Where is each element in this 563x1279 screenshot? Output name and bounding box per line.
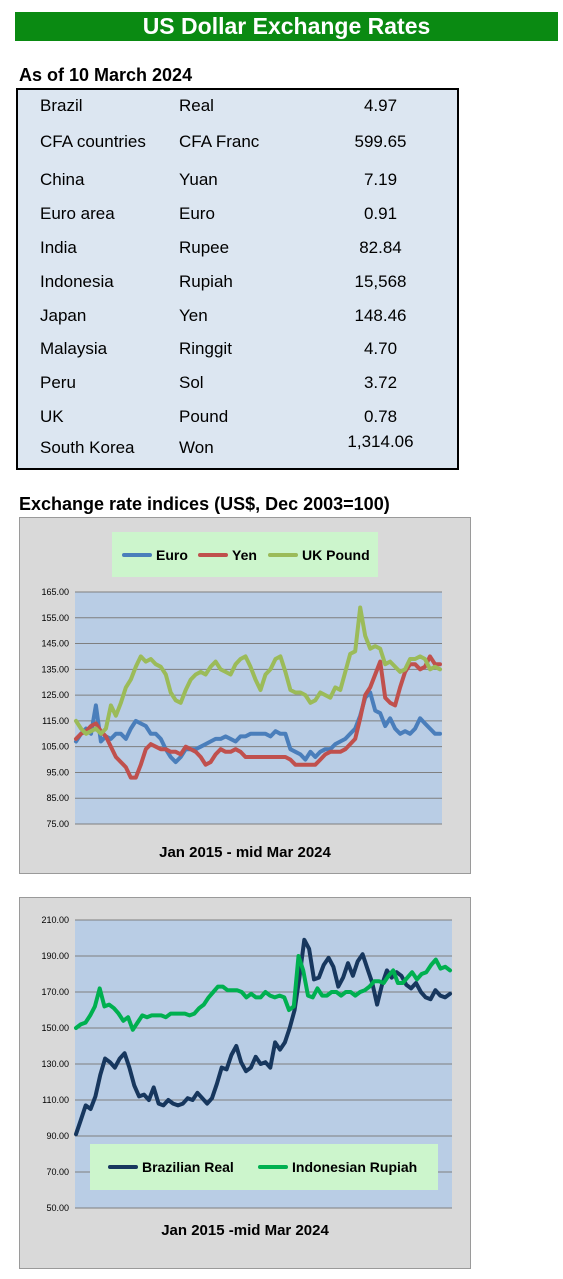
legend-swatch-indonesian-rupiah	[258, 1165, 288, 1169]
rate-country: Japan	[40, 306, 87, 325]
legend-item-indonesian-rupiah: Indonesian Rupiah	[258, 1144, 417, 1190]
rate-country: Brazil	[40, 96, 83, 115]
y-tick-label: 95.00	[46, 767, 69, 777]
legend-swatch-euro	[122, 552, 152, 557]
y-tick-label: 50.00	[46, 1203, 69, 1213]
rate-value: 148.46	[354, 306, 407, 325]
rate-value: 0.91	[363, 204, 398, 223]
rate-value: 15,568	[354, 272, 407, 291]
rate-row: China Yuan 7.19	[18, 170, 457, 198]
y-tick-label: 130.00	[41, 1059, 69, 1069]
chart-1-svg: 75.00 85.00 95.00 105.00 115.00 125.00 135.00 1…	[41, 587, 442, 829]
rate-row: South Korea Won 1,314.06	[18, 432, 457, 466]
chart-1-x-axis-label: Jan 2015 - mid Mar 2024	[159, 844, 331, 861]
rate-row: CFA countries CFA Franc 599.65	[18, 132, 457, 160]
rate-currency: Pound	[179, 407, 229, 426]
legend-label-uk-pound: UK Pound	[302, 546, 370, 563]
y-tick-label: 125.00	[41, 690, 69, 700]
y-tick-label: 85.00	[46, 793, 69, 803]
rate-row: Peru Sol 3.72	[18, 373, 457, 401]
legend-swatch-brazilian-real	[108, 1165, 138, 1169]
chart-euro-yen-pound: 75.00 85.00 95.00 105.00 115.00 125.00 135.00 1…	[19, 517, 471, 874]
y-tick-label: 145.00	[41, 639, 69, 649]
rate-row: Malaysia Ringgit 4.70	[18, 339, 457, 367]
rate-country: Malaysia	[40, 339, 108, 358]
legend-item-uk-pound: UK Pound	[268, 532, 370, 577]
rate-value: 3.72	[363, 373, 398, 392]
rate-currency: Won	[179, 438, 214, 457]
rate-row: Brazil Real 4.97	[18, 96, 457, 124]
chart-2-legend: Brazilian Real Indonesian Rupiah	[90, 1144, 438, 1190]
chart-real-rupiah: 50.00 70.00 90.00 110.00 130.00 150.00 170.00 1…	[19, 897, 471, 1269]
rate-currency: Ringgit	[179, 339, 232, 358]
y-tick-label: 105.00	[41, 742, 69, 752]
rate-row: UK Pound 0.78	[18, 407, 457, 435]
rate-country: South Korea	[40, 438, 135, 457]
rate-currency: Yuan	[179, 170, 218, 189]
legend-swatch-yen	[198, 552, 228, 557]
rate-country: Peru	[40, 373, 76, 392]
chart-2-x-axis-label: Jan 2015 -mid Mar 2024	[161, 1222, 329, 1239]
rate-value: 82.84	[359, 238, 402, 257]
y-tick-label: 110.00	[42, 1095, 69, 1105]
legend-label-brazilian-real: Brazilian Real	[142, 1159, 234, 1175]
rate-country: China	[40, 170, 85, 189]
y-tick-label: 165.00	[41, 587, 69, 597]
y-tick-label: 170.00	[41, 987, 69, 997]
rate-value: 1,314.06	[347, 432, 414, 451]
y-tick-label: 90.00	[46, 1131, 69, 1141]
rate-row: Indonesia Rupiah 15,568	[18, 272, 457, 300]
rate-currency: Euro	[179, 204, 215, 223]
rates-as-of-label: As of 10 March 2024	[19, 65, 193, 85]
y-tick-label: 135.00	[41, 664, 69, 674]
rate-currency: Rupiah	[179, 272, 233, 291]
rates-table: Brazil Real 4.97 CFA countries CFA Franc 599.…	[16, 88, 459, 470]
rate-row: Japan Yen 148.46	[18, 306, 457, 334]
series-line-indonesian-rupiah	[74, 954, 452, 1032]
rate-country: India	[40, 238, 77, 257]
y-tick-label: 75.00	[46, 819, 69, 829]
chart-1-legend: Euro Yen UK Pound	[112, 532, 378, 577]
series-line-brazilian-real	[74, 937, 452, 1137]
legend-item-brazilian-real: Brazilian Real	[108, 1144, 234, 1190]
legend-item-euro: Euro	[122, 532, 188, 577]
series-line-euro	[74, 690, 442, 765]
series-line-uk-pound	[74, 605, 442, 736]
rate-row: Euro area Euro 0.91	[18, 204, 457, 232]
plot-area	[75, 592, 442, 824]
y-tick-label: 70.00	[46, 1167, 69, 1177]
rate-value: 4.97	[363, 96, 398, 115]
rate-country: CFA countries	[40, 132, 146, 151]
rate-row: India Rupee 82.84	[18, 238, 457, 266]
rate-country: UK	[40, 407, 64, 426]
y-tick-label: 210.00	[41, 915, 69, 925]
y-tick-label: 155.00	[41, 613, 69, 623]
rate-country: Indonesia	[40, 272, 114, 291]
rate-value: 4.70	[363, 339, 398, 358]
legend-label-indonesian-rupiah: Indonesian Rupiah	[292, 1159, 418, 1175]
rate-country: Euro area	[40, 204, 115, 223]
rate-currency: Sol	[179, 373, 204, 392]
rate-value: 599.65	[354, 132, 407, 151]
rate-value: 7.19	[363, 170, 398, 189]
legend-swatch-uk-pound	[268, 552, 298, 557]
rate-currency: Yen	[179, 306, 208, 325]
legend-label-yen: Yen	[232, 546, 257, 563]
page-title: US Dollar Exchange Rates	[15, 12, 558, 41]
rate-currency: Rupee	[179, 238, 230, 257]
rate-currency: CFA Franc	[179, 132, 260, 151]
y-tick-label: 115.00	[42, 716, 69, 726]
rate-currency: Real	[179, 96, 214, 115]
indices-heading: Exchange rate indices (US$, Dec 2003=100…	[19, 494, 390, 514]
rate-value: 0.78	[363, 407, 398, 426]
chart-2-svg: 50.00 70.00 90.00 110.00 130.00 150.00 170.00 1…	[41, 915, 452, 1213]
series-line-yen	[74, 654, 442, 780]
y-tick-label: 150.00	[41, 1023, 69, 1033]
legend-label-euro: Euro	[156, 546, 188, 563]
y-tick-label: 190.00	[41, 951, 69, 961]
legend-item-yen: Yen	[198, 532, 257, 577]
